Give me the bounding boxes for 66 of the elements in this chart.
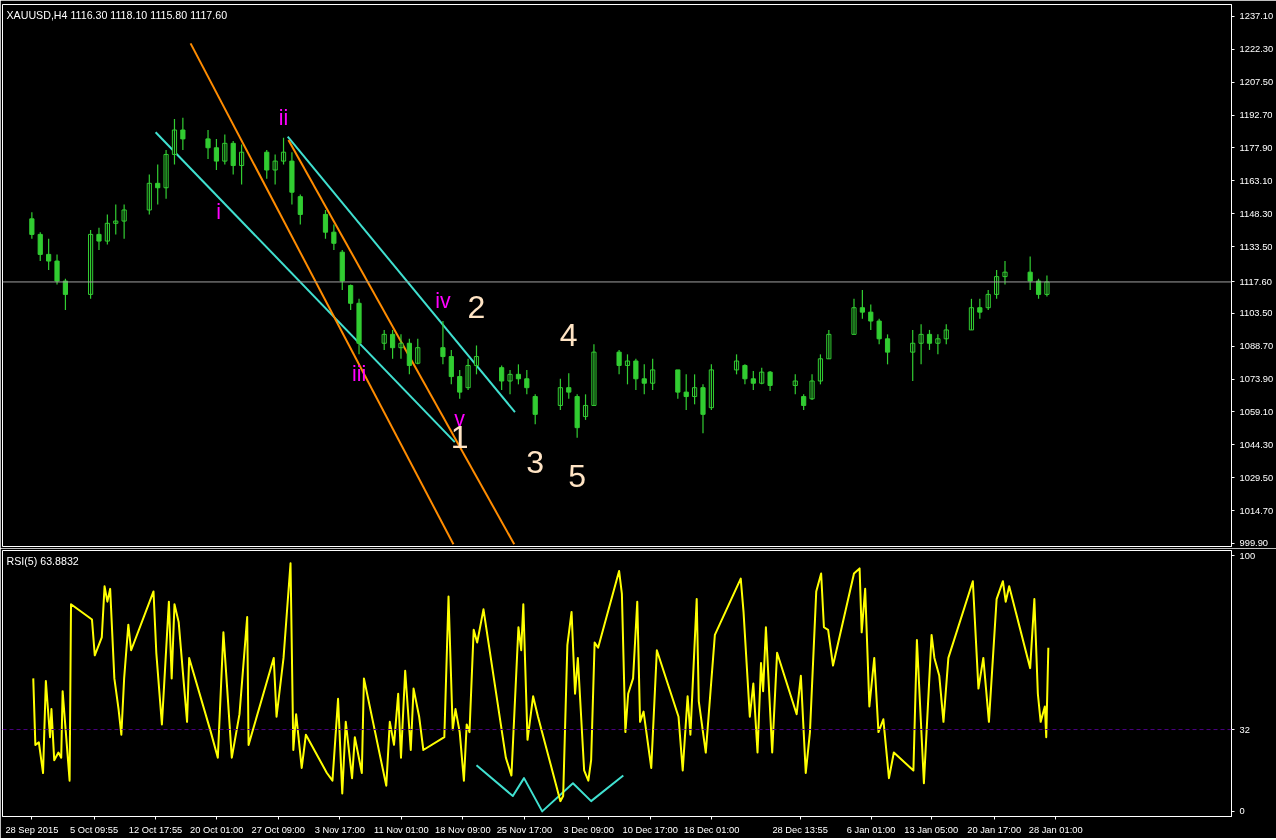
x-tick-label: 20 Jan 17:00 — [967, 824, 1022, 835]
x-tick-label: 28 Sep 2015 — [5, 824, 59, 835]
y-tick-label: 1014.70 — [1239, 505, 1274, 516]
candlestick — [985, 289, 991, 311]
x-tick-label: 12 Oct 17:55 — [128, 824, 183, 835]
annotation: i — [216, 200, 221, 225]
candlestick — [868, 303, 874, 331]
y-tick-label: 1059.10 — [1239, 406, 1274, 417]
y-tick-label: 1088.70 — [1239, 341, 1274, 352]
y-tick-label: 1029.50 — [1239, 472, 1274, 483]
candlestick — [230, 140, 236, 176]
x-tick-label: 20 Oct 01:00 — [190, 824, 244, 835]
x-tick-label: 3 Nov 17:00 — [314, 824, 365, 835]
candlestick — [683, 373, 689, 411]
line-series — [475, 764, 625, 813]
x-tick-label: 13 Jan 05:00 — [904, 824, 959, 835]
annotation: 2 — [467, 289, 486, 326]
y-tick-label: 1222.30 — [1239, 44, 1274, 55]
x-tick-label: 18 Nov 09:00 — [435, 824, 491, 835]
y-tick-label: 1237.10 — [1239, 11, 1274, 22]
y-tick-label: 1177.90 — [1239, 143, 1273, 153]
annotation: 3 — [526, 444, 545, 481]
y-tick-label: 1207.50 — [1239, 77, 1274, 88]
y-tick-label: 1163.10 — [1239, 175, 1273, 186]
x-tick-label: 25 Nov 17:00 — [496, 824, 553, 835]
annotation: ii — [278, 105, 289, 130]
candlestick — [566, 372, 572, 400]
x-tick-label: 5 Oct 09:55 — [69, 824, 119, 835]
x-tick-label: 27 Oct 09:00 — [251, 824, 306, 835]
candlestick — [532, 393, 538, 425]
y-tick-label: 0 — [1239, 806, 1245, 817]
annotation: iv — [435, 289, 451, 314]
candlestick — [826, 329, 832, 360]
y-tick-label: 1148.30 — [1239, 208, 1273, 219]
chart-title: XAUUSD,H4 1116.30 1118.10 1115.80 1117.60 — [6, 8, 228, 21]
x-tick-label: 28 Jan 01:00 — [1028, 824, 1083, 835]
candlestick — [977, 298, 983, 320]
x-tick-label: 28 Dec 13:55 — [772, 824, 828, 835]
annotation: 5 — [568, 457, 587, 494]
candlestick — [574, 393, 580, 439]
candlestick — [876, 318, 882, 345]
y-tick-label: 1103.50 — [1239, 308, 1273, 319]
y-tick-label: 1192.70 — [1239, 110, 1273, 121]
annotation: iii — [351, 362, 367, 387]
y-tick-label: 1044.30 — [1239, 439, 1274, 450]
y-tick-label: 32 — [1239, 724, 1250, 735]
candlestick — [264, 149, 270, 180]
chart-title: RSI(5) 63.8832 — [6, 554, 79, 567]
candlestick — [222, 133, 228, 166]
candlestick — [113, 203, 119, 236]
candlestick — [524, 369, 530, 395]
x-tick-label: 3 Dec 09:00 — [563, 824, 614, 835]
y-tick-label: 1117.60 — [1239, 276, 1272, 287]
y-tick-label: 1073.90 — [1239, 374, 1274, 385]
candlestick — [675, 369, 681, 400]
candlestick — [381, 329, 387, 351]
x-tick-label: 11 Nov 01:00 — [373, 824, 429, 835]
y-tick-label: 100 — [1239, 550, 1256, 561]
y-tick-label: 999.90 — [1239, 538, 1269, 549]
candlestick — [415, 338, 421, 365]
y-tick-label: 1133.50 — [1239, 241, 1273, 252]
x-tick-label: 18 Dec 01:00 — [683, 824, 740, 835]
x-tick-label: 10 Dec 17:00 — [622, 824, 678, 835]
annotation: 4 — [559, 317, 578, 354]
x-tick-label: 6 Jan 01:00 — [846, 824, 896, 835]
candlestick — [1027, 256, 1033, 291]
